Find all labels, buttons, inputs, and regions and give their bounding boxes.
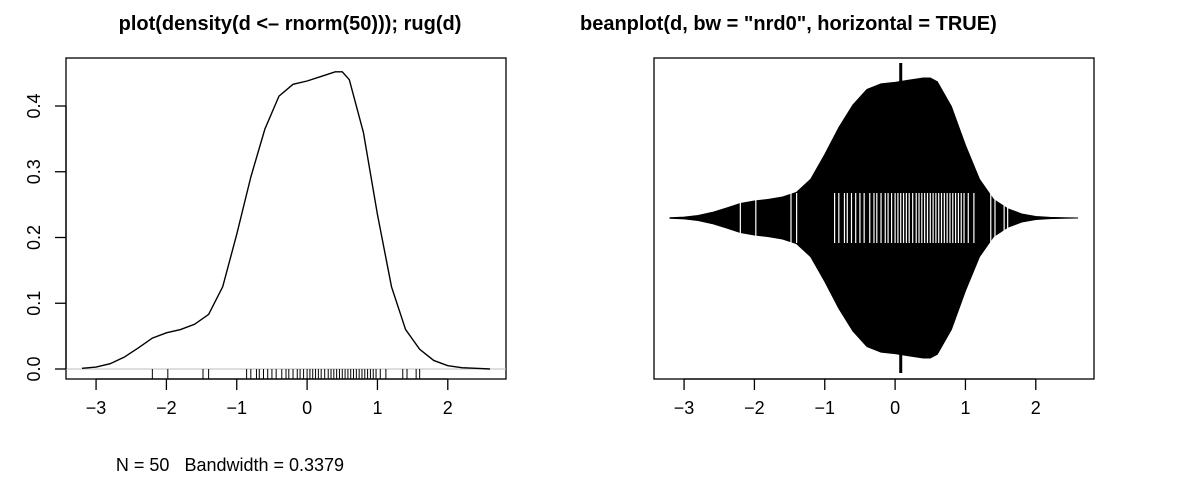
x-tick-label: 0 — [890, 398, 900, 418]
x-tick-label: 2 — [1031, 398, 1041, 418]
density-x-axis: −3 −2 −1 0 1 2 — [86, 378, 453, 418]
x-tick-label: −3 — [674, 398, 695, 418]
y-tick-label: 0.2 — [24, 225, 44, 250]
density-x-axis-label: N = 50 Bandwidth = 0.3379 — [116, 455, 344, 475]
density-y-axis: 0.0 0.1 0.2 0.3 0.4 — [24, 93, 67, 382]
x-tick-label: −1 — [814, 398, 835, 418]
density-rug — [151, 369, 421, 379]
x-tick-label: −1 — [226, 398, 247, 418]
x-tick-label: −3 — [86, 398, 107, 418]
bean-lines — [739, 193, 1009, 243]
density-plot-box — [65, 57, 507, 380]
y-tick-label: 0.4 — [24, 93, 44, 118]
density-curve — [81, 71, 491, 370]
y-tick-label: 0.0 — [24, 356, 44, 381]
beanplot-x-axis: −3 −2 −1 0 1 2 — [674, 378, 1041, 418]
y-tick-label: 0.3 — [24, 159, 44, 184]
x-tick-label: 0 — [302, 398, 312, 418]
x-tick-label: −2 — [744, 398, 765, 418]
beanplot-title: beanplot(d, bw = "nrd0", horizontal = TR… — [580, 13, 997, 35]
x-tick-label: 2 — [443, 398, 453, 418]
x-tick-label: 1 — [960, 398, 970, 418]
density-title: plot(density(d <– rnorm(50))); rug(d) — [119, 13, 462, 35]
y-tick-label: 0.1 — [24, 291, 44, 316]
x-tick-label: −2 — [156, 398, 177, 418]
density-panel: plot(density(d <– rnorm(50))); rug(d) −3… — [24, 13, 507, 475]
x-tick-label: 1 — [372, 398, 382, 418]
beanplot-panel: beanplot(d, bw = "nrd0", horizontal = TR… — [580, 13, 1095, 418]
